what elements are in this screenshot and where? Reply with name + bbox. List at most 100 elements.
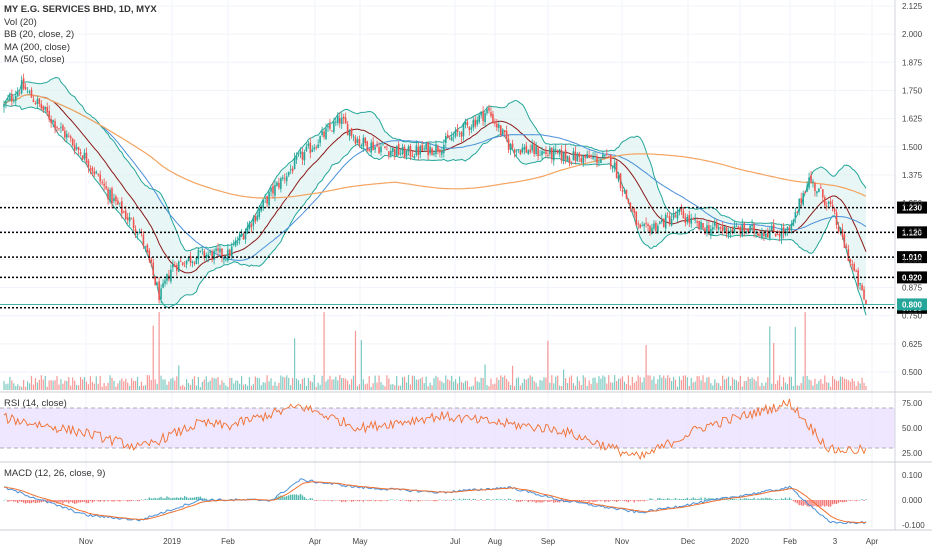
- legend-ma50[interactable]: MA (50, close): [4, 54, 65, 65]
- volume-bar: [818, 380, 820, 390]
- volume-bar: [309, 380, 311, 390]
- candle-body: [704, 228, 706, 234]
- candle-body: [185, 260, 188, 265]
- candle-body: [338, 117, 341, 124]
- macd-histogram-bar: [829, 500, 832, 507]
- candle-body: [246, 226, 249, 234]
- macd-histogram-bar: [535, 500, 537, 503]
- volume-bar: [15, 385, 17, 390]
- candle-body: [350, 128, 353, 136]
- candle-body: [505, 130, 508, 140]
- macd-histogram-bar: [199, 496, 202, 500]
- candle-body: [97, 173, 100, 175]
- candle-body: [142, 234, 145, 246]
- volume-bar: [529, 375, 531, 390]
- macd-histogram-bar: [195, 496, 198, 500]
- volume-bar: [645, 345, 647, 390]
- volume-bar: [95, 376, 97, 390]
- volume-bar: [337, 380, 339, 390]
- volume-bar: [78, 385, 80, 390]
- macd-histogram-bar: [578, 500, 581, 502]
- candle-body: [189, 256, 192, 263]
- volume-bar: [136, 376, 139, 390]
- macd-histogram-bar: [547, 500, 549, 503]
- macd-histogram-bar: [784, 497, 787, 500]
- candle-body: [645, 222, 647, 224]
- macd-histogram-bar: [615, 500, 618, 502]
- volume-bar: [502, 377, 504, 390]
- candle-body: [537, 148, 539, 157]
- candle-body: [230, 246, 233, 257]
- volume-bar: [765, 382, 767, 390]
- candle-body: [187, 257, 190, 261]
- candle-body: [694, 219, 696, 221]
- candle-body: [598, 161, 600, 163]
- macd-histogram-bar: [498, 499, 500, 501]
- candle-body: [631, 210, 634, 212]
- candle-body: [105, 186, 107, 189]
- legend-bb[interactable]: BB (20, close, 2): [4, 29, 75, 40]
- candle-body: [115, 196, 117, 202]
- time-tick-label: Jul: [450, 537, 460, 546]
- macd-histogram-bar: [855, 500, 857, 502]
- macd-histogram-bar: [50, 500, 52, 503]
- macd-histogram-bar: [443, 499, 445, 501]
- volume-bar: [441, 381, 443, 390]
- volume-bar: [863, 382, 865, 390]
- volume-bar: [553, 383, 555, 390]
- macd-histogram-bar: [348, 500, 351, 501]
- macd-histogram-bar: [857, 500, 859, 501]
- volume-bar: [653, 376, 655, 390]
- candle-body: [66, 134, 68, 138]
- legend-vol[interactable]: Vol (20): [4, 16, 37, 28]
- candle-body: [674, 215, 677, 217]
- candle-body: [829, 201, 832, 205]
- volume-bar: [411, 375, 414, 390]
- candle-body: [81, 155, 84, 160]
- volume-bar: [74, 380, 76, 390]
- candle-body: [774, 233, 777, 237]
- macd-histogram-bar: [684, 498, 687, 500]
- volume-bar: [733, 379, 736, 390]
- candle-body: [223, 257, 225, 260]
- macd-histogram-bar: [181, 497, 184, 500]
- volume-bar: [698, 376, 700, 390]
- rsi-line: [3, 398, 867, 461]
- volume-bar: [392, 384, 394, 390]
- macd-histogram-bar: [525, 500, 528, 501]
- legend-ma200[interactable]: MA (200, close): [4, 41, 70, 53]
- candle-body: [376, 144, 378, 147]
- macd-histogram-bar: [329, 500, 331, 501]
- macd-histogram-bar: [136, 500, 139, 502]
- rsi-tick-label: 50.00: [902, 424, 923, 433]
- candle-body: [3, 104, 5, 108]
- candle-body: [411, 155, 414, 157]
- candle-body: [20, 79, 23, 94]
- macd-histogram-bar: [776, 499, 779, 500]
- macd-histogram-bar: [252, 499, 255, 501]
- macd-histogram-bar: [619, 500, 622, 501]
- candle-body: [213, 250, 215, 260]
- volume-bar: [295, 378, 298, 390]
- candle-body: [519, 149, 522, 155]
- candle-body: [580, 157, 583, 162]
- volume-bar: [684, 375, 686, 390]
- macd-histogram-bar: [396, 499, 398, 501]
- candle-body: [507, 139, 510, 150]
- volume-bar: [623, 381, 626, 390]
- candle-body: [543, 152, 545, 154]
- macd-histogram-bar: [560, 500, 563, 502]
- candle-body: [503, 130, 506, 133]
- volume-bar: [360, 340, 362, 390]
- candle-body: [358, 138, 361, 145]
- macd-histogram-bar: [390, 499, 392, 500]
- macd-histogram-bar: [641, 500, 643, 501]
- macd-histogram-bar: [288, 495, 290, 500]
- volume-bar: [641, 382, 643, 390]
- candle-body: [527, 150, 530, 154]
- volume-bar: [439, 380, 441, 390]
- volume-bar: [722, 375, 724, 390]
- rsi-title[interactable]: RSI (14, close): [4, 398, 67, 409]
- macd-title[interactable]: MACD (12, 26, close, 9): [4, 468, 106, 479]
